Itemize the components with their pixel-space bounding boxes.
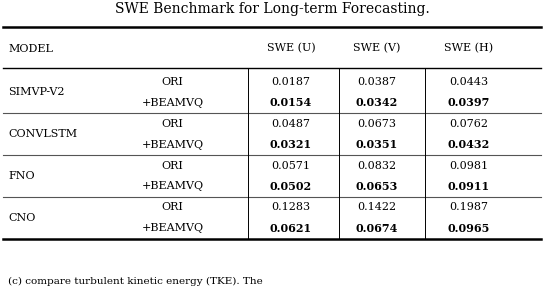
Text: 0.0965: 0.0965 [447, 223, 490, 234]
Text: ORI: ORI [162, 77, 183, 87]
Text: 0.0432: 0.0432 [447, 139, 490, 150]
Text: SWE Benchmark for Long-term Forecasting.: SWE Benchmark for Long-term Forecasting. [115, 2, 429, 16]
Text: MODEL: MODEL [8, 43, 53, 54]
Text: SWE (U): SWE (U) [267, 43, 315, 54]
Text: 0.0762: 0.0762 [449, 119, 488, 129]
Text: (c) compare turbulent kinetic energy (TKE). The: (c) compare turbulent kinetic energy (TK… [8, 277, 263, 286]
Text: 0.0981: 0.0981 [449, 160, 488, 170]
Text: 0.0673: 0.0673 [357, 119, 397, 129]
Text: 0.0342: 0.0342 [356, 97, 398, 108]
Text: +BEAMVQ: +BEAMVQ [141, 140, 203, 149]
Text: 0.0154: 0.0154 [270, 97, 312, 108]
Text: ORI: ORI [162, 202, 183, 213]
Text: 0.0502: 0.0502 [270, 181, 312, 192]
Text: 0.1283: 0.1283 [271, 202, 311, 213]
Text: +BEAMVQ: +BEAMVQ [141, 181, 203, 192]
Text: +BEAMVQ: +BEAMVQ [141, 98, 203, 108]
Text: 0.0387: 0.0387 [357, 77, 397, 87]
Text: +BEAMVQ: +BEAMVQ [141, 223, 203, 233]
Text: SWE (H): SWE (H) [444, 43, 493, 54]
Text: CNO: CNO [8, 213, 35, 223]
Text: 0.0911: 0.0911 [448, 181, 490, 192]
Text: ORI: ORI [162, 119, 183, 129]
Text: 0.0487: 0.0487 [271, 119, 310, 129]
Text: FNO: FNO [8, 171, 35, 181]
Text: 0.0187: 0.0187 [271, 77, 310, 87]
Text: 0.0674: 0.0674 [356, 223, 398, 234]
Text: 0.0832: 0.0832 [357, 160, 397, 170]
Text: 0.0653: 0.0653 [356, 181, 398, 192]
Text: 0.0621: 0.0621 [270, 223, 312, 234]
Text: CONVLSTM: CONVLSTM [8, 129, 77, 139]
Text: SIMVP-V2: SIMVP-V2 [8, 87, 65, 97]
Text: 0.0397: 0.0397 [447, 97, 490, 108]
Text: 0.0351: 0.0351 [356, 139, 398, 150]
Text: ORI: ORI [162, 160, 183, 170]
Text: SWE (V): SWE (V) [353, 43, 401, 54]
Text: 0.1422: 0.1422 [357, 202, 397, 213]
Text: 0.0443: 0.0443 [449, 77, 488, 87]
Text: 0.0321: 0.0321 [270, 139, 312, 150]
Text: 0.0571: 0.0571 [271, 160, 310, 170]
Text: 0.1987: 0.1987 [449, 202, 488, 213]
